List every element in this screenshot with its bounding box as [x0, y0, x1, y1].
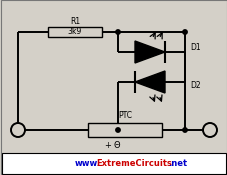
- Text: R1: R1: [70, 16, 80, 26]
- Bar: [2, 153, 225, 174]
- Text: D1: D1: [189, 44, 200, 52]
- Text: Θ: Θ: [114, 141, 120, 149]
- Text: www.: www.: [75, 159, 101, 169]
- Polygon shape: [134, 71, 164, 93]
- Circle shape: [115, 128, 120, 132]
- Text: +: +: [104, 141, 110, 149]
- Circle shape: [182, 30, 186, 34]
- Bar: [88, 123, 161, 137]
- Text: .net: .net: [167, 159, 186, 169]
- Text: ExtremeCircuits: ExtremeCircuits: [96, 159, 171, 169]
- Circle shape: [182, 128, 186, 132]
- Circle shape: [11, 123, 25, 137]
- Text: 3k9: 3k9: [68, 27, 82, 37]
- Text: D2: D2: [189, 82, 200, 90]
- Text: PTC: PTC: [118, 110, 131, 120]
- Circle shape: [202, 123, 216, 137]
- Bar: [48, 27, 101, 37]
- Polygon shape: [134, 41, 164, 63]
- Circle shape: [115, 30, 120, 34]
